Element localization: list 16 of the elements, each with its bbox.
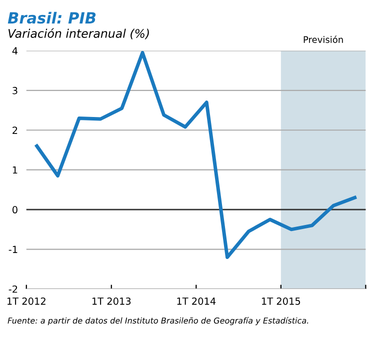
source-note: Fuente: a partir de datos del Instituto Brasileño de Geografía y Estadística. bbox=[8, 317, 308, 326]
x-tick-label: 1T 2012 bbox=[7, 297, 46, 305]
chart-title: Brasil: PIB bbox=[8, 12, 96, 24]
y-tick-label: -2 bbox=[8, 285, 18, 293]
y-tick-label: 4 bbox=[12, 47, 18, 54]
y-tick-label: 3 bbox=[12, 86, 18, 94]
x-tick-label: 1T 2013 bbox=[92, 297, 131, 305]
band-label: Previsión bbox=[304, 36, 343, 43]
y-tick-label: -1 bbox=[8, 246, 18, 253]
line-series bbox=[35, 50, 357, 259]
chart-subtitle: Variación interanual (%) bbox=[8, 28, 149, 40]
x-tick-label: 1T 2014 bbox=[177, 297, 216, 305]
y-tick-label: 2 bbox=[12, 126, 18, 134]
x-tick-label: 1T 2015 bbox=[262, 297, 300, 305]
y-tick-label: 1 bbox=[12, 166, 18, 174]
y-tick-label: 0 bbox=[12, 206, 18, 214]
